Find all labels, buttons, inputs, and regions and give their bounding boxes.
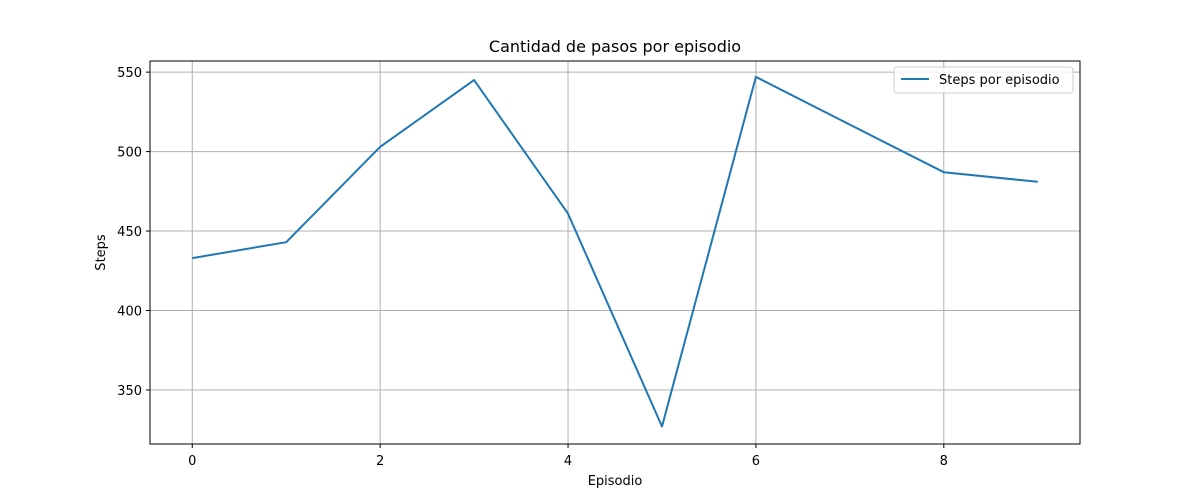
x-tick-label: 0 bbox=[188, 454, 196, 469]
x-axis-title: Episodio bbox=[588, 474, 643, 489]
x-tick-label: 6 bbox=[752, 454, 760, 469]
x-tick-label: 2 bbox=[376, 454, 384, 469]
y-tick-label: 400 bbox=[117, 305, 142, 320]
x-tick-label: 4 bbox=[564, 454, 572, 469]
legend-box bbox=[893, 66, 1074, 94]
y-tick-label: 550 bbox=[117, 66, 142, 81]
series-line bbox=[192, 75, 1038, 428]
x-tick-label: 8 bbox=[940, 454, 948, 469]
ticks: 0 2 4 6 8 350 400 450 500 550 bbox=[117, 66, 948, 469]
chart-title: Cantidad de pasos por episodio bbox=[489, 37, 741, 56]
y-tick-label: 350 bbox=[117, 384, 142, 399]
legend: Steps por episodio bbox=[893, 66, 1074, 94]
y-tick-label: 450 bbox=[117, 225, 142, 240]
y-axis-title: Steps bbox=[94, 234, 109, 271]
y-tick-label: 500 bbox=[117, 146, 142, 161]
legend-entry-label: Steps por episodio bbox=[939, 73, 1060, 88]
series-layer bbox=[192, 75, 1038, 428]
plot-frame bbox=[149, 60, 1081, 445]
